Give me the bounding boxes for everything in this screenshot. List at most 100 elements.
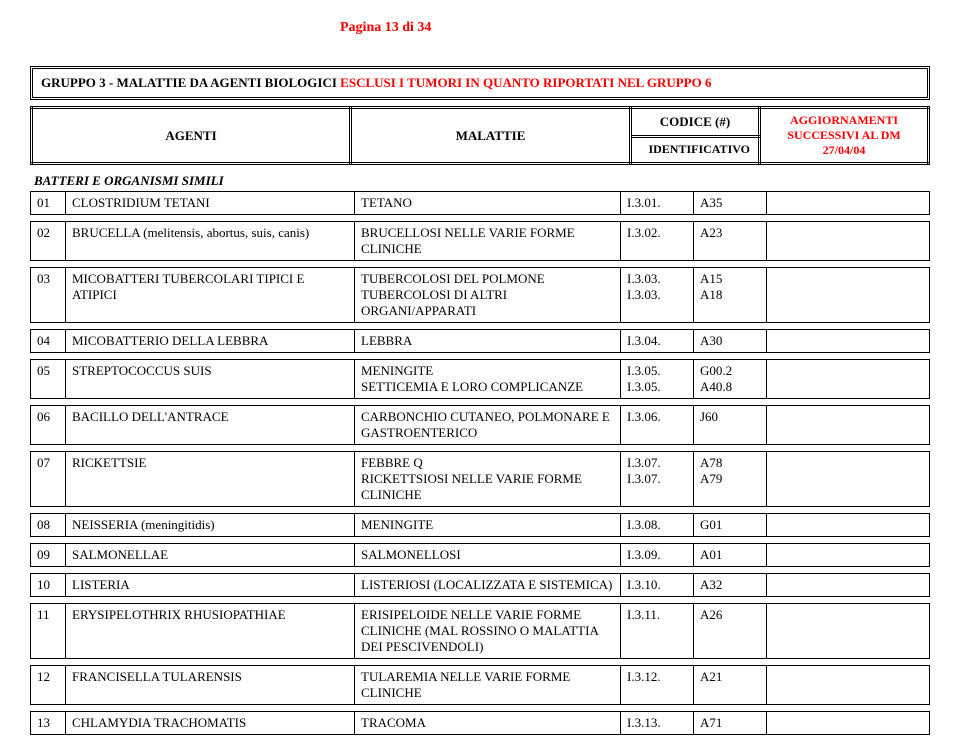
disease-cell: TULAREMIA NELLE VARIE FORME CLINICHE — [355, 666, 621, 705]
ext-code-cell: A23 — [694, 222, 767, 261]
ext-code-cell: A71 — [694, 712, 767, 735]
update-cell — [767, 574, 930, 597]
table-row: 03MICOBATTERI TUBERCOLARI TIPICI E ATIPI… — [30, 267, 930, 323]
code-cell: I.3.05.I.3.05. — [621, 360, 694, 399]
header-malattie: MALATTIE — [351, 108, 631, 164]
update-cell — [767, 222, 930, 261]
disease-cell: FEBBRE QRICKETTSIOSI NELLE VARIE FORME C… — [355, 452, 621, 507]
row-number: 08 — [31, 514, 66, 537]
code-cell: I.3.08. — [621, 514, 694, 537]
disease-cell: MENINGITESETTICEMIA E LORO COMPLICANZE — [355, 360, 621, 399]
code-cell: I.3.04. — [621, 330, 694, 353]
update-cell — [767, 192, 930, 215]
disease-cell: TRACOMA — [355, 712, 621, 735]
agent-name: BRUCELLA (melitensis, abortus, suis, can… — [66, 222, 355, 261]
update-cell — [767, 268, 930, 323]
update-cell — [767, 360, 930, 399]
disease-cell: ERISIPELOIDE NELLE VARIE FORME CLINICHE … — [355, 604, 621, 659]
code-cell: I.3.06. — [621, 406, 694, 445]
code-cell: I.3.09. — [621, 544, 694, 567]
row-number: 07 — [31, 452, 66, 507]
row-number: 01 — [31, 192, 66, 215]
ext-code-cell: A21 — [694, 666, 767, 705]
agent-name: LISTERIA — [66, 574, 355, 597]
row-number: 10 — [31, 574, 66, 597]
table-row: 04MICOBATTERIO DELLA LEBBRALEBBRAI.3.04.… — [30, 329, 930, 353]
code-cell: I.3.11. — [621, 604, 694, 659]
ext-code-cell: A26 — [694, 604, 767, 659]
row-number: 13 — [31, 712, 66, 735]
disease-cell: SALMONELLOSI — [355, 544, 621, 567]
table-row: 13CHLAMYDIA TRACHOMATISTRACOMAI.3.13.A71 — [30, 711, 930, 735]
ext-code-cell: A78A79 — [694, 452, 767, 507]
update-cell — [767, 604, 930, 659]
table-row: 09SALMONELLAESALMONELLOSII.3.09.A01 — [30, 543, 930, 567]
agent-name: CHLAMYDIA TRACHOMATIS — [66, 712, 355, 735]
agent-name: FRANCISELLA TULARENSIS — [66, 666, 355, 705]
row-number: 06 — [31, 406, 66, 445]
table-row: 08NEISSERIA (meningitidis)MENINGITEI.3.0… — [30, 513, 930, 537]
disease-cell: MENINGITE — [355, 514, 621, 537]
row-number: 05 — [31, 360, 66, 399]
code-cell: I.3.03.I.3.03. — [621, 268, 694, 323]
row-number: 11 — [31, 604, 66, 659]
update-cell — [767, 544, 930, 567]
update-cell — [767, 712, 930, 735]
agent-name: RICKETTSIE — [66, 452, 355, 507]
update-cell — [767, 514, 930, 537]
code-cell: I.3.01. — [621, 192, 694, 215]
row-number: 03 — [31, 268, 66, 323]
disease-cell: LISTERIOSI (LOCALIZZATA E SISTEMICA) — [355, 574, 621, 597]
agent-name: BACILLO DELL'ANTRACE — [66, 406, 355, 445]
agent-name: MICOBATTERIO DELLA LEBBRA — [66, 330, 355, 353]
ext-code-cell: G00.2A40.8 — [694, 360, 767, 399]
table-row: 10LISTERIALISTERIOSI (LOCALIZZATA E SIST… — [30, 573, 930, 597]
row-number: 12 — [31, 666, 66, 705]
update-cell — [767, 666, 930, 705]
table-row: 12FRANCISELLA TULARENSISTULAREMIA NELLE … — [30, 665, 930, 705]
disease-cell: TETANO — [355, 192, 621, 215]
disease-cell: LEBBRA — [355, 330, 621, 353]
code-cell: I.3.13. — [621, 712, 694, 735]
ext-code-cell: J60 — [694, 406, 767, 445]
table-row: 06BACILLO DELL'ANTRACECARBONCHIO CUTANEO… — [30, 405, 930, 445]
update-cell — [767, 452, 930, 507]
header-codice: CODICE (#) — [631, 108, 760, 137]
ext-code-cell: A01 — [694, 544, 767, 567]
section-label: BATTERI E ORGANISMI SIMILI — [30, 171, 930, 191]
disease-cell: CARBONCHIO CUTANEO, POLMONARE E GASTROEN… — [355, 406, 621, 445]
code-cell: I.3.10. — [621, 574, 694, 597]
group-title-black: GRUPPO 3 - MALATTIE DA AGENTI BIOLOGICI — [41, 75, 340, 90]
header-aggiornamenti: AGGIORNAMENTI SUCCESSIVI AL DM 27/04/04 — [760, 108, 929, 164]
ext-code-cell: A35 — [694, 192, 767, 215]
rows-container: 01CLOSTRIDIUM TETANITETANOI.3.01.A3502BR… — [30, 191, 930, 735]
row-number: 09 — [31, 544, 66, 567]
ext-code-cell: A32 — [694, 574, 767, 597]
update-cell — [767, 406, 930, 445]
update-cell — [767, 330, 930, 353]
table-row: 05STREPTOCOCCUS SUISMENINGITESETTICEMIA … — [30, 359, 930, 399]
table-row: 11ERYSIPELOTHRIX RHUSIOPATHIAEERISIPELOI… — [30, 603, 930, 659]
header-identificativo: IDENTIFICATIVO — [631, 136, 760, 163]
agent-name: ERYSIPELOTHRIX RHUSIOPATHIAE — [66, 604, 355, 659]
ext-code-cell: A15A18 — [694, 268, 767, 323]
agent-name: CLOSTRIDIUM TETANI — [66, 192, 355, 215]
group-title-box: GRUPPO 3 - MALATTIE DA AGENTI BIOLOGICI … — [30, 66, 930, 100]
row-number: 04 — [31, 330, 66, 353]
group-title-red: ESCLUSI I TUMORI IN QUANTO RIPORTATI NEL… — [340, 75, 711, 90]
code-cell: I.3.07.I.3.07. — [621, 452, 694, 507]
disease-cell: BRUCELLOSI NELLE VARIE FORME CLINICHE — [355, 222, 621, 261]
table-row: 01CLOSTRIDIUM TETANITETANOI.3.01.A35 — [30, 191, 930, 215]
row-number: 02 — [31, 222, 66, 261]
agent-name: MICOBATTERI TUBERCOLARI TIPICI E ATIPICI — [66, 268, 355, 323]
ext-code-cell: G01 — [694, 514, 767, 537]
agent-name: SALMONELLAE — [66, 544, 355, 567]
ext-code-cell: A30 — [694, 330, 767, 353]
code-cell: I.3.02. — [621, 222, 694, 261]
agent-name: NEISSERIA (meningitidis) — [66, 514, 355, 537]
table-row: 07RICKETTSIEFEBBRE QRICKETTSIOSI NELLE V… — [30, 451, 930, 507]
page-number: Pagina 13 di 34 — [340, 20, 930, 36]
disease-cell: TUBERCOLOSI DEL POLMONETUBERCOLOSI DI AL… — [355, 268, 621, 323]
code-cell: I.3.12. — [621, 666, 694, 705]
column-headers: AGENTI MALATTIE CODICE (#) AGGIORNAMENTI… — [30, 106, 930, 165]
